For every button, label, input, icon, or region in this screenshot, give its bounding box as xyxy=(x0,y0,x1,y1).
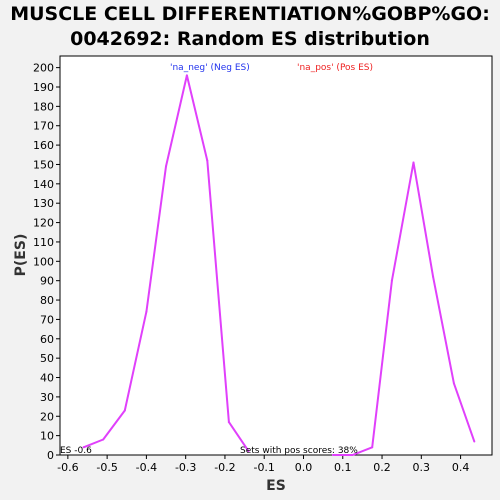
y-tick-label: 160 xyxy=(33,139,54,152)
x-tick-label: -0.1 xyxy=(253,461,274,474)
y-tick-label: 10 xyxy=(40,430,54,443)
y-tick-label: 110 xyxy=(33,236,54,249)
data-point xyxy=(331,454,334,456)
data-point xyxy=(473,440,476,443)
y-tick-label: 90 xyxy=(40,275,54,288)
es-marker-label: ES -0.6 xyxy=(60,446,92,456)
data-point xyxy=(185,74,188,77)
y-tick-label: 130 xyxy=(33,197,54,210)
data-point xyxy=(412,161,415,164)
y-tick-label: 40 xyxy=(40,372,54,385)
legend-neg-es: 'na_neg' (Neg ES) xyxy=(170,63,250,73)
y-tick-label: 170 xyxy=(33,120,54,133)
x-tick-label: -0.5 xyxy=(96,461,117,474)
x-axis: -0.6 -0.5 -0.4 -0.3 -0.2 -0.1 0.0 0.1 0.2 0.3 0.4 xyxy=(57,455,469,474)
data-point xyxy=(82,446,85,449)
data-point xyxy=(432,275,435,278)
x-tick-label: -0.3 xyxy=(175,461,196,474)
legend-pos-es: 'na_pos' (Pos ES) xyxy=(297,63,373,73)
x-tick-label: 0.4 xyxy=(452,461,470,474)
data-point xyxy=(247,450,250,453)
chart-title-line-1: MUSCLE CELL DIFFERENTIATION%GOBP%GO: xyxy=(10,3,490,25)
x-tick-label: 0.3 xyxy=(413,461,431,474)
y-axis: 0 10 20 30 40 50 60 70 80 90 100 110 120 130 140 150 160… xyxy=(33,62,60,462)
data-point xyxy=(371,446,374,449)
y-tick-label: 80 xyxy=(40,294,54,307)
x-tick-label: -0.2 xyxy=(214,461,235,474)
data-point xyxy=(390,279,393,282)
y-tick-label: 120 xyxy=(33,217,54,230)
x-axis-label: ES xyxy=(266,478,286,494)
data-point xyxy=(123,409,126,412)
y-tick-label: 50 xyxy=(40,352,54,365)
data-point xyxy=(102,438,105,441)
x-tick-label: -0.6 xyxy=(57,461,78,474)
x-tick-label: 0.2 xyxy=(373,461,391,474)
x-tick-label: 0.1 xyxy=(334,461,352,474)
y-tick-label: 180 xyxy=(33,100,54,113)
y-tick-label: 140 xyxy=(33,178,54,191)
pos-scores-label: Sets with pos scores: 38% xyxy=(240,446,358,456)
data-point xyxy=(165,165,168,168)
y-axis-label: P(ES) xyxy=(13,234,29,277)
chart-title: MUSCLE CELL DIFFERENTIATION%GOBP%GO: 004… xyxy=(0,2,500,52)
y-tick-label: 200 xyxy=(33,62,54,75)
plot-area xyxy=(59,55,493,456)
y-tick-label: 30 xyxy=(40,391,54,404)
data-point xyxy=(206,159,209,162)
x-tick-label: 0.0 xyxy=(295,461,313,474)
y-tick-label: 100 xyxy=(33,255,54,268)
series-layer xyxy=(82,74,476,456)
y-tick-label: 70 xyxy=(40,313,54,326)
y-tick-label: 20 xyxy=(40,410,54,423)
data-point xyxy=(452,382,455,385)
data-point xyxy=(351,454,354,456)
data-point xyxy=(227,421,230,424)
y-tick-label: 60 xyxy=(40,333,54,346)
x-tick-label: -0.4 xyxy=(136,461,157,474)
data-point xyxy=(145,310,148,313)
y-tick-label: 0 xyxy=(47,449,54,462)
series-line-pos-es xyxy=(332,161,476,456)
chart-title-line-2: 0042692: Random ES distribution xyxy=(70,28,430,50)
y-tick-label: 190 xyxy=(33,81,54,94)
y-tick-label: 150 xyxy=(33,158,54,171)
